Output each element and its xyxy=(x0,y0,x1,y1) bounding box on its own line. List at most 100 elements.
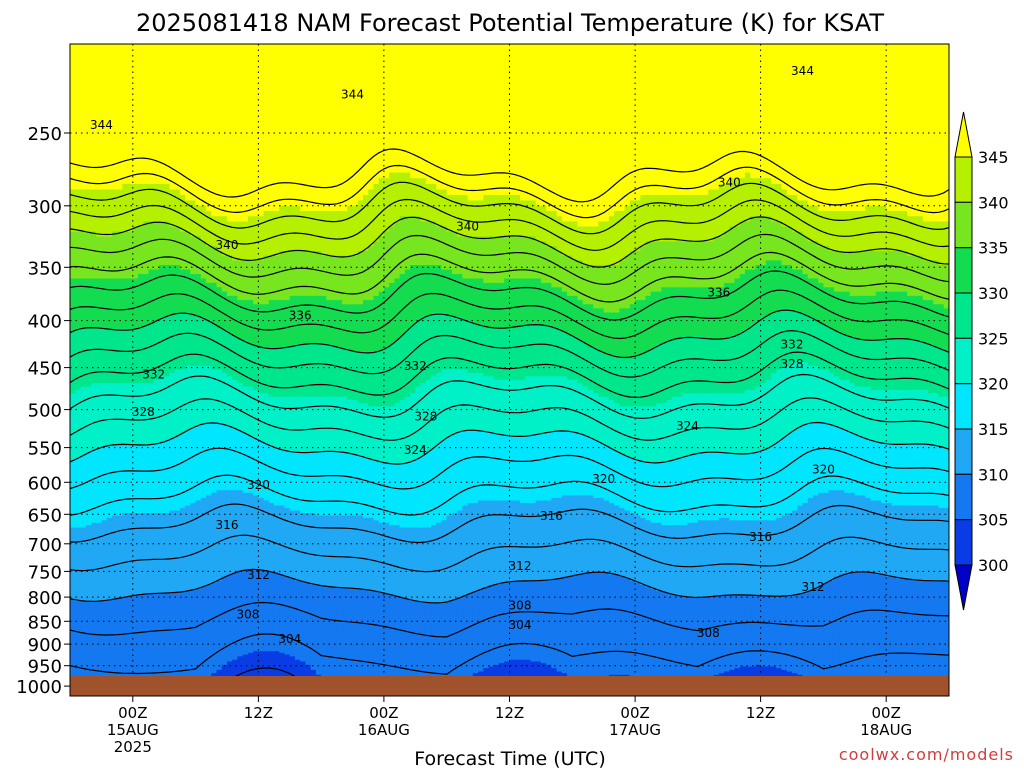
shade-cell xyxy=(91,142,97,149)
shade-cell xyxy=(80,362,86,366)
shade-cell xyxy=(148,340,154,344)
shade-cell xyxy=(175,52,181,60)
shade-cell xyxy=(75,369,81,373)
shade-cell xyxy=(128,256,134,261)
shade-cell xyxy=(86,328,92,332)
shade-cell xyxy=(185,117,191,124)
shade-cell xyxy=(80,369,86,373)
shade-cell xyxy=(143,211,149,217)
shade-cell xyxy=(133,251,139,256)
shade-cell xyxy=(91,200,97,206)
shade-cell xyxy=(70,221,76,227)
shade-cell xyxy=(148,96,154,104)
shade-cell xyxy=(117,355,123,359)
shade-cell xyxy=(196,44,202,53)
shade-cell xyxy=(159,279,165,284)
shade-cell xyxy=(148,325,154,330)
shade-cell xyxy=(70,348,76,352)
shade-cell xyxy=(154,44,160,53)
shade-cell xyxy=(159,300,165,305)
shade-cell xyxy=(196,52,202,60)
shade-cell xyxy=(133,279,139,284)
shade-cell xyxy=(148,136,154,143)
shade-cell xyxy=(190,52,196,60)
shade-cell xyxy=(75,232,81,238)
shade-cell xyxy=(154,206,160,212)
shade-cell xyxy=(175,232,181,238)
shade-cell xyxy=(75,110,81,117)
shade-cell xyxy=(112,149,118,156)
shade-cell xyxy=(180,117,186,124)
shade-cell xyxy=(169,251,175,256)
shade-cell xyxy=(101,355,107,359)
shade-cell xyxy=(107,325,113,330)
shade-cell xyxy=(86,189,92,195)
shade-cell xyxy=(133,173,139,179)
shade-cell xyxy=(80,355,86,359)
shade-cell xyxy=(180,103,186,110)
shade-cell xyxy=(86,75,92,83)
shade-cell xyxy=(96,317,102,322)
shade-cell xyxy=(143,332,149,336)
shade-cell xyxy=(159,227,165,233)
shade-cell xyxy=(117,359,123,363)
shade-cell xyxy=(112,351,118,355)
shade-cell xyxy=(143,178,149,184)
shade-cell xyxy=(164,328,170,332)
shade-cell xyxy=(91,241,97,246)
shade-cell xyxy=(80,221,86,227)
shade-cell xyxy=(80,359,86,363)
shade-cell xyxy=(148,251,154,256)
shade-cell xyxy=(75,270,81,275)
shade-cell xyxy=(175,351,181,355)
shade-cell xyxy=(133,317,139,322)
shade-cell xyxy=(185,89,191,97)
shade-cell xyxy=(159,96,165,104)
shade-cell xyxy=(169,60,175,68)
shade-cell xyxy=(96,366,102,370)
shade-cell xyxy=(75,274,81,279)
shade-cell xyxy=(96,236,102,242)
shade-cell xyxy=(86,313,92,318)
shade-cell xyxy=(169,136,175,143)
shade-cell xyxy=(107,292,113,297)
shade-cell xyxy=(133,236,139,242)
shade-cell xyxy=(75,82,81,90)
shade-cell xyxy=(112,241,118,246)
shade-cell xyxy=(133,376,139,380)
shade-cell xyxy=(138,344,144,348)
shade-cell xyxy=(80,103,86,110)
shade-cell xyxy=(190,236,196,242)
shade-cell xyxy=(185,373,191,377)
shade-cell xyxy=(143,117,149,124)
shade-cell xyxy=(175,340,181,344)
shade-cell xyxy=(185,321,191,326)
shade-cell xyxy=(133,260,139,265)
shade-cell xyxy=(169,287,175,292)
shade-cell xyxy=(143,236,149,242)
shade-cell xyxy=(86,82,92,90)
shade-cell xyxy=(164,251,170,256)
shade-cell xyxy=(175,373,181,377)
shade-cell xyxy=(70,89,76,97)
shade-cell xyxy=(107,149,113,156)
shade-cell xyxy=(122,82,128,90)
shade-cell xyxy=(196,110,202,117)
shade-cell xyxy=(112,279,118,284)
shade-cell xyxy=(70,44,76,53)
shade-cell xyxy=(148,161,154,168)
shade-cell xyxy=(148,232,154,238)
shade-cell xyxy=(80,308,86,313)
shade-cell xyxy=(96,308,102,313)
shade-cell xyxy=(80,216,86,222)
shade-cell xyxy=(91,173,97,179)
shade-cell xyxy=(190,344,196,348)
shade-cell xyxy=(75,251,81,256)
shade-cell xyxy=(169,89,175,97)
shade-cell xyxy=(101,279,107,284)
shade-cell xyxy=(169,123,175,130)
shade-cell xyxy=(107,206,113,212)
shade-cell xyxy=(196,155,202,162)
shade-cell xyxy=(107,173,113,179)
shade-cell xyxy=(128,274,134,279)
